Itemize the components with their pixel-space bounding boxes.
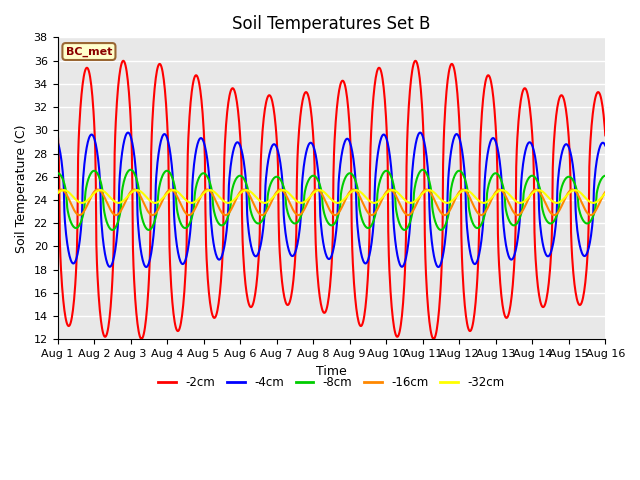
X-axis label: Time: Time: [316, 365, 347, 378]
-2cm: [378, 70, 385, 75]
-32cm: [534, 187, 542, 193]
-4cm: [575, 239, 583, 245]
-4cm: [156, 146, 163, 152]
-2cm: [282, 300, 290, 306]
-32cm: [602, 191, 609, 196]
Title: Soil Temperatures Set B: Soil Temperatures Set B: [232, 15, 431, 33]
-2cm: [120, 58, 127, 64]
-4cm: [376, 138, 384, 144]
Line: -2cm: -2cm: [58, 61, 605, 339]
Line: -4cm: -4cm: [58, 132, 605, 267]
-2cm: [80, 73, 88, 79]
-32cm: [575, 189, 583, 194]
-8cm: [54, 170, 61, 176]
-2cm: [54, 125, 61, 131]
-16cm: [378, 198, 385, 204]
-2cm: [602, 132, 609, 138]
Line: -16cm: -16cm: [58, 190, 605, 215]
-32cm: [54, 191, 61, 196]
-2cm: [584, 251, 591, 256]
-4cm: [54, 139, 61, 144]
-4cm: [80, 167, 88, 173]
-16cm: [156, 204, 163, 210]
-8cm: [109, 227, 116, 233]
-32cm: [553, 200, 561, 206]
-8cm: [127, 167, 134, 173]
-8cm: [584, 220, 591, 226]
-16cm: [80, 209, 88, 215]
-32cm: [156, 198, 163, 204]
-2cm: [138, 336, 145, 342]
-32cm: [584, 197, 591, 203]
-8cm: [378, 174, 385, 180]
Y-axis label: Soil Temperature (C): Soil Temperature (C): [15, 124, 28, 252]
-16cm: [282, 192, 290, 198]
-4cm: [584, 249, 591, 254]
-16cm: [584, 210, 591, 216]
-4cm: [417, 130, 424, 135]
Legend: -2cm, -4cm, -8cm, -16cm, -32cm: -2cm, -4cm, -8cm, -16cm, -32cm: [154, 372, 509, 394]
-2cm: [157, 61, 164, 67]
-4cm: [602, 143, 609, 148]
-8cm: [80, 209, 88, 215]
-16cm: [258, 212, 266, 218]
-32cm: [80, 200, 88, 205]
-4cm: [435, 264, 442, 270]
-2cm: [575, 302, 583, 308]
-8cm: [282, 201, 290, 207]
Line: -32cm: -32cm: [58, 190, 605, 203]
-32cm: [281, 188, 289, 193]
-16cm: [575, 194, 583, 200]
Text: BC_met: BC_met: [66, 47, 112, 57]
-8cm: [602, 173, 609, 179]
-32cm: [376, 197, 384, 203]
-16cm: [602, 189, 609, 195]
-4cm: [281, 225, 289, 230]
Line: -8cm: -8cm: [58, 170, 605, 230]
-16cm: [54, 189, 61, 195]
-16cm: [276, 187, 284, 192]
-8cm: [157, 179, 164, 185]
-8cm: [575, 206, 583, 212]
